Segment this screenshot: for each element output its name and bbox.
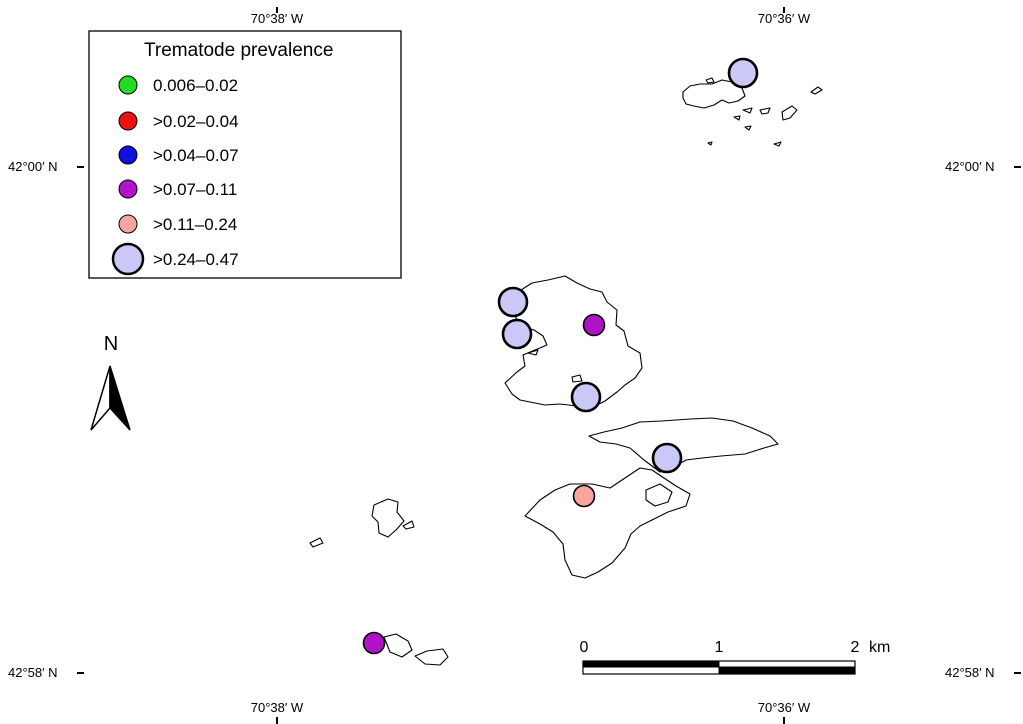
site-marker: [362, 631, 386, 655]
island-southwest-2: [414, 648, 449, 666]
scale-tick-0: 0: [580, 639, 589, 656]
legend-symbol: [118, 145, 138, 165]
legend-label: >0.11–0.24: [153, 215, 237, 234]
north-label: N: [104, 333, 118, 355]
islet-ne-3: [759, 107, 771, 115]
islet-ne-7: [773, 141, 782, 147]
site-marker: [497, 286, 529, 318]
lon-label-bottom-right: 70°36′ W: [758, 700, 811, 715]
north-arrow: N: [90, 333, 131, 431]
islet-ne-8: [810, 86, 823, 95]
islet-central-2: [527, 349, 539, 356]
lon-label-top-right: 70°36′ W: [758, 11, 811, 26]
lon-label-bottom-left: 70°38′ W: [251, 700, 304, 715]
legend-symbol: [111, 242, 145, 276]
islet-ne-9: [707, 141, 713, 146]
scale-segment-1-top: [583, 661, 719, 667]
legend-symbol: [118, 111, 138, 131]
scale-tick-2: 2: [851, 639, 860, 656]
islet-west-1: [402, 520, 415, 530]
island-northeast-main: [682, 79, 746, 109]
legend-box: [88, 30, 402, 279]
island-southwest-1: [383, 633, 413, 658]
site-marker: [582, 313, 606, 337]
legend-items: 0.006–0.02 >0.02–0.04 >0.04–0.07 >0.07–0.11…: [111, 75, 239, 276]
scale-bar: 0 1 2 km: [580, 639, 890, 675]
site-marker: [501, 318, 533, 350]
scale-tick-1: 1: [715, 639, 724, 656]
islet-ne-1: [705, 77, 715, 84]
north-arrow-left-half: [90, 365, 111, 431]
legend-label: >0.04–0.07: [153, 146, 239, 165]
site-marker: [727, 57, 759, 89]
legend-label: >0.02–0.04: [153, 112, 239, 131]
site-markers: [362, 57, 759, 655]
islet-ne-2: [742, 107, 753, 114]
site-marker: [651, 442, 683, 474]
scale-segment-2-top: [718, 660, 856, 668]
north-arrow-right-half: [109, 365, 131, 431]
islet-south-1: [645, 483, 673, 507]
island-south-peninsula: [524, 467, 691, 579]
legend-symbol: [118, 75, 138, 95]
island-west: [371, 498, 405, 538]
legend-symbol: [118, 214, 138, 234]
islet-ne-5: [733, 115, 741, 121]
site-marker: [572, 484, 596, 508]
lat-label-upper-left: 42°00′ N: [8, 159, 58, 174]
legend-title: Trematode prevalence: [144, 40, 333, 61]
island-southeast-long: [588, 417, 779, 473]
coordinate-labels: 70°38′ W 70°36′ W 70°38′ W 70°36′ W 42°0…: [8, 7, 1021, 724]
scale-segment-2-bottom: [719, 667, 855, 674]
islet-west-2: [309, 537, 324, 548]
legend-label: >0.07–0.11: [153, 180, 237, 199]
lat-label-lower-right: 42°58′ N: [945, 665, 995, 680]
islet-central-1: [571, 374, 583, 383]
lat-label-upper-right: 42°00′ N: [945, 159, 995, 174]
islet-ne-4: [781, 105, 798, 121]
scale-segment-1-bottom: [582, 666, 720, 675]
legend-label: 0.006–0.02: [153, 76, 238, 95]
lat-label-lower-left: 42°58′ N: [8, 665, 58, 680]
scale-bar-outline: [582, 660, 856, 675]
scale-unit: km: [869, 639, 890, 656]
legend: Trematode prevalence 0.006–0.02 >0.02–0.0…: [88, 30, 402, 279]
lon-label-top-left: 70°38′ W: [251, 11, 304, 26]
site-marker: [570, 381, 602, 413]
islet-ne-6: [744, 125, 752, 131]
legend-symbol: [118, 179, 138, 199]
legend-label: >0.24–0.47: [153, 250, 239, 269]
